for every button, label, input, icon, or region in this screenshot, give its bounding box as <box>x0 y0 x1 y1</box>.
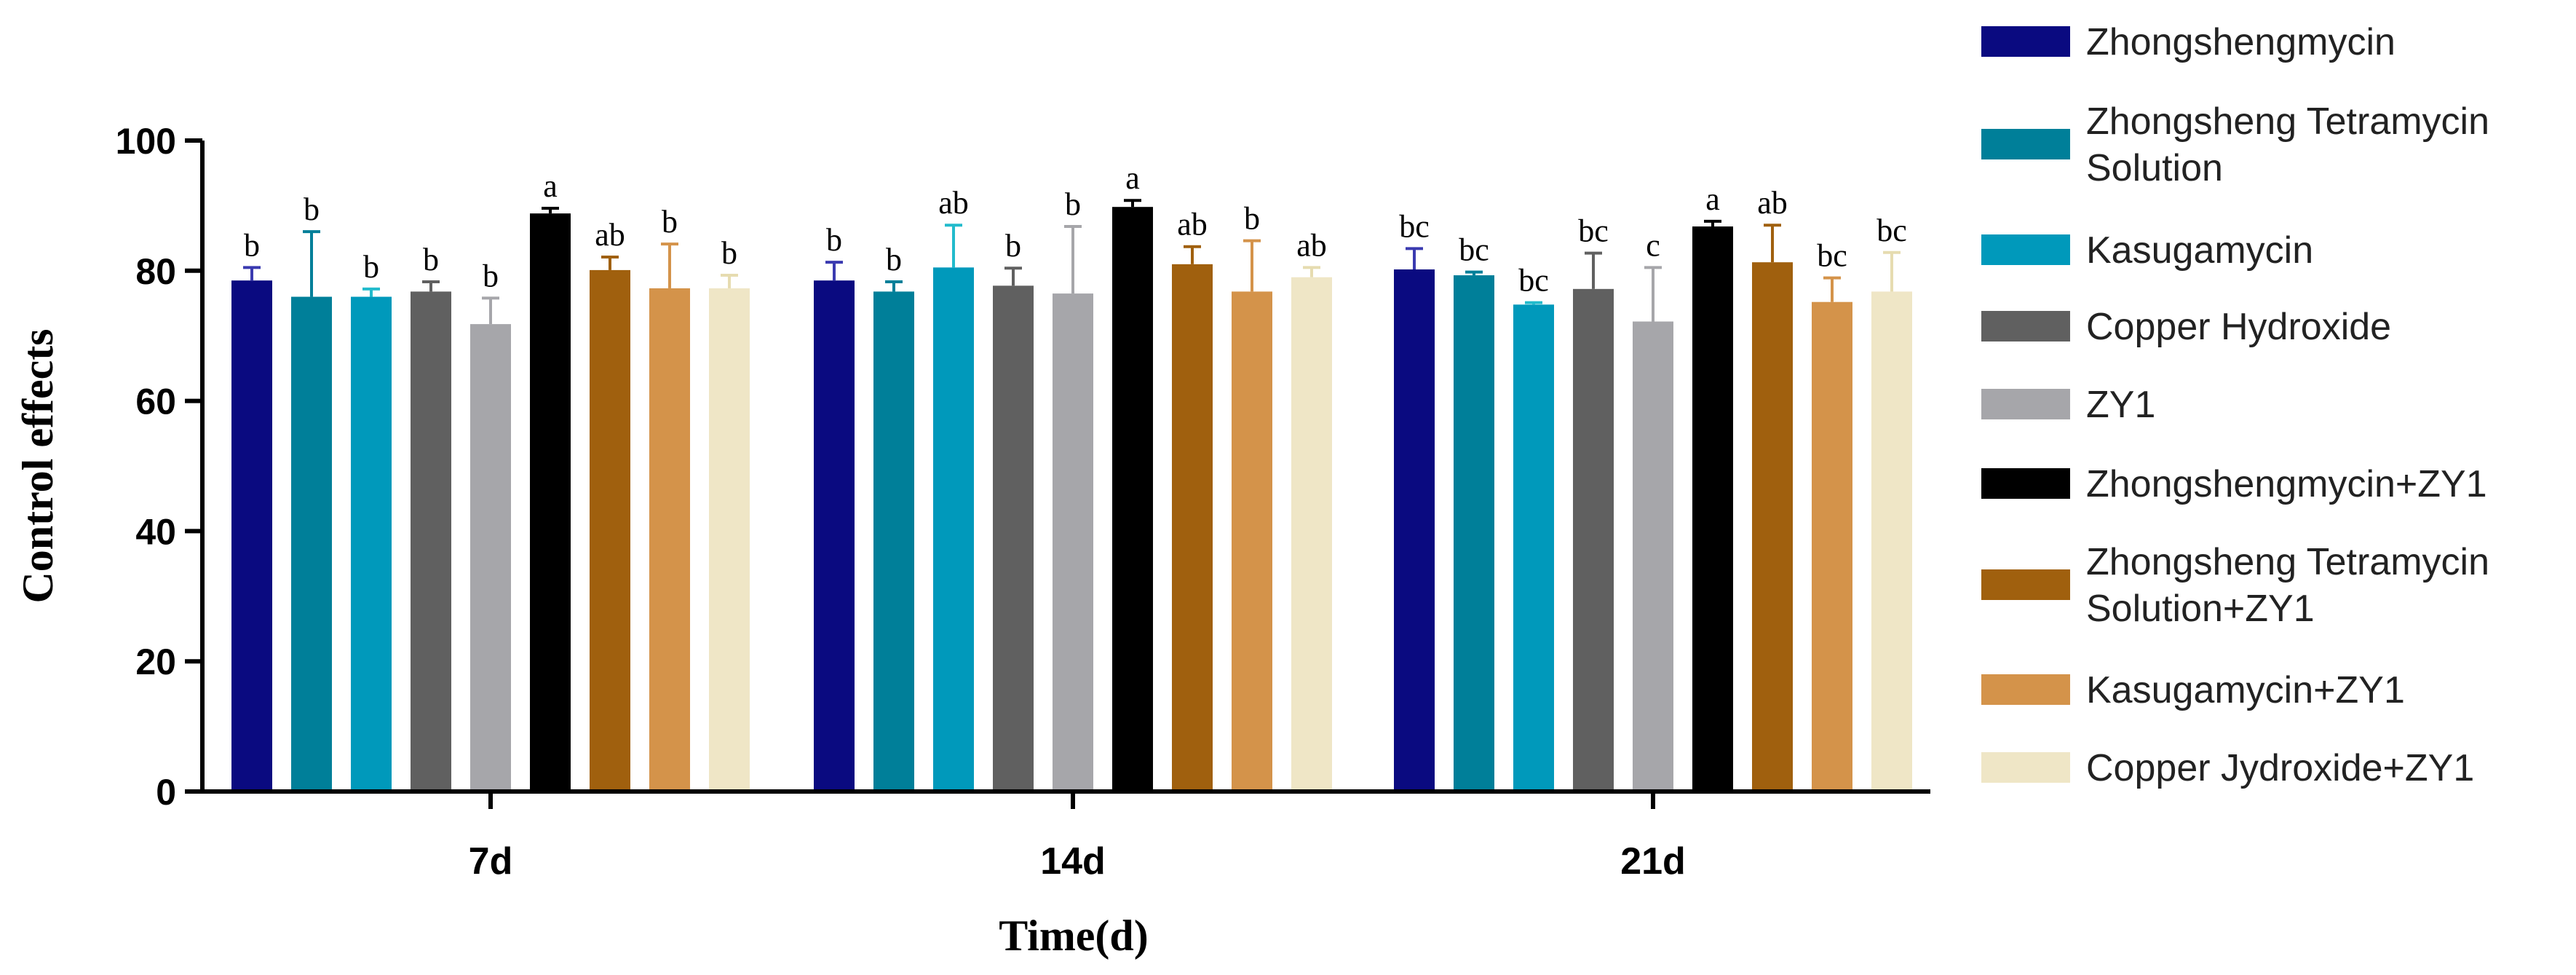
y-tick-label: 0 <box>156 772 176 813</box>
legend-swatch <box>1981 311 2070 342</box>
significance-label: ab <box>938 185 969 221</box>
bar <box>993 285 1034 792</box>
significance-label: a <box>1705 181 1720 217</box>
bar <box>291 296 332 792</box>
y-tick-label: 100 <box>116 121 176 162</box>
significance-label: ab <box>1296 227 1327 263</box>
significance-label: b <box>304 192 320 227</box>
legend-label: ZY1 <box>2086 384 2155 426</box>
significance-label: b <box>1244 201 1260 237</box>
legend-label: Solution <box>2086 147 2223 189</box>
significance-label: bc <box>1518 263 1549 299</box>
significance-label: bc <box>1459 232 1489 268</box>
significance-label: b <box>483 258 499 293</box>
bar <box>530 213 571 792</box>
significance-label: c <box>1646 227 1660 263</box>
bar <box>1053 293 1093 792</box>
bar <box>814 280 855 792</box>
significance-label: b <box>662 204 678 240</box>
significance-label: bc <box>1399 208 1430 244</box>
legend-swatch <box>1981 468 2070 499</box>
significance-label: ab <box>595 217 625 253</box>
significance-label: ab <box>1177 207 1208 242</box>
bar <box>590 269 630 792</box>
bar <box>1291 277 1332 792</box>
bar <box>873 291 914 792</box>
bar <box>231 280 272 792</box>
legend-swatch <box>1981 389 2070 419</box>
significance-label: b <box>423 242 439 277</box>
legend-label: Zhongsheng Tetramycin <box>2086 100 2489 143</box>
legend-swatch <box>1981 26 2070 57</box>
legend-swatch <box>1981 674 2070 705</box>
significance-label: b <box>1065 186 1081 222</box>
legend-label: Zhongshengmycin <box>2086 21 2395 63</box>
legend-label: Solution+ZY1 <box>2086 588 2315 630</box>
significance-label: b <box>826 222 842 258</box>
significance-label: bc <box>1578 213 1609 249</box>
legend-label: Copper Hydroxide <box>2086 306 2391 348</box>
y-tick-label: 60 <box>135 382 176 422</box>
bar <box>1112 207 1153 792</box>
significance-label: bc <box>1817 238 1847 274</box>
bar <box>1633 321 1673 792</box>
bar <box>1513 304 1554 792</box>
x-tick-label: 21d <box>1620 840 1686 883</box>
bar <box>1172 264 1213 792</box>
bar <box>411 291 451 792</box>
y-tick-label: 40 <box>135 511 176 552</box>
bar <box>1394 269 1435 792</box>
bar <box>470 324 511 792</box>
bar <box>1692 226 1733 792</box>
significance-label: a <box>1125 160 1140 196</box>
significance-label: b <box>886 242 902 277</box>
ticks: 0 20 40 60 80 100 7d 14d 21d <box>116 121 1686 883</box>
significance-label: b <box>244 227 260 263</box>
x-axis-title: Time(d) <box>999 912 1149 960</box>
legend-swatch <box>1981 234 2070 265</box>
bar <box>1232 291 1272 792</box>
significance-label: a <box>543 168 558 204</box>
x-tick-label: 14d <box>1040 840 1106 883</box>
significance-label: b <box>363 249 379 285</box>
y-tick-label: 20 <box>135 642 176 682</box>
significance-label: b <box>721 235 737 271</box>
bar <box>1454 275 1494 792</box>
legend-label: Copper Jydroxide+ZY1 <box>2086 747 2474 789</box>
legend-swatch <box>1981 752 2070 783</box>
bar <box>709 288 750 792</box>
legend-label: Zhongshengmycin+ZY1 <box>2086 463 2487 505</box>
bar <box>1812 301 1852 792</box>
bar <box>351 296 392 792</box>
legend-label: Zhongsheng Tetramycin <box>2086 541 2489 583</box>
significance-label: b <box>1005 228 1021 264</box>
x-tick-label: 7d <box>469 840 513 883</box>
bar <box>933 267 974 792</box>
bar <box>649 288 690 792</box>
legend-label: Kasugamycin <box>2086 229 2313 272</box>
significance-label: bc <box>1876 213 1907 248</box>
bar <box>1573 288 1614 792</box>
significance-label: ab <box>1757 185 1788 221</box>
legend-swatch <box>1981 129 2070 159</box>
y-axis-title: Control effects <box>14 328 62 603</box>
bar <box>1752 262 1793 792</box>
legend-swatch <box>1981 569 2070 600</box>
bar <box>1871 291 1912 792</box>
legend-label: Kasugamycin+ZY1 <box>2086 669 2405 711</box>
y-tick-label: 80 <box>135 251 176 292</box>
